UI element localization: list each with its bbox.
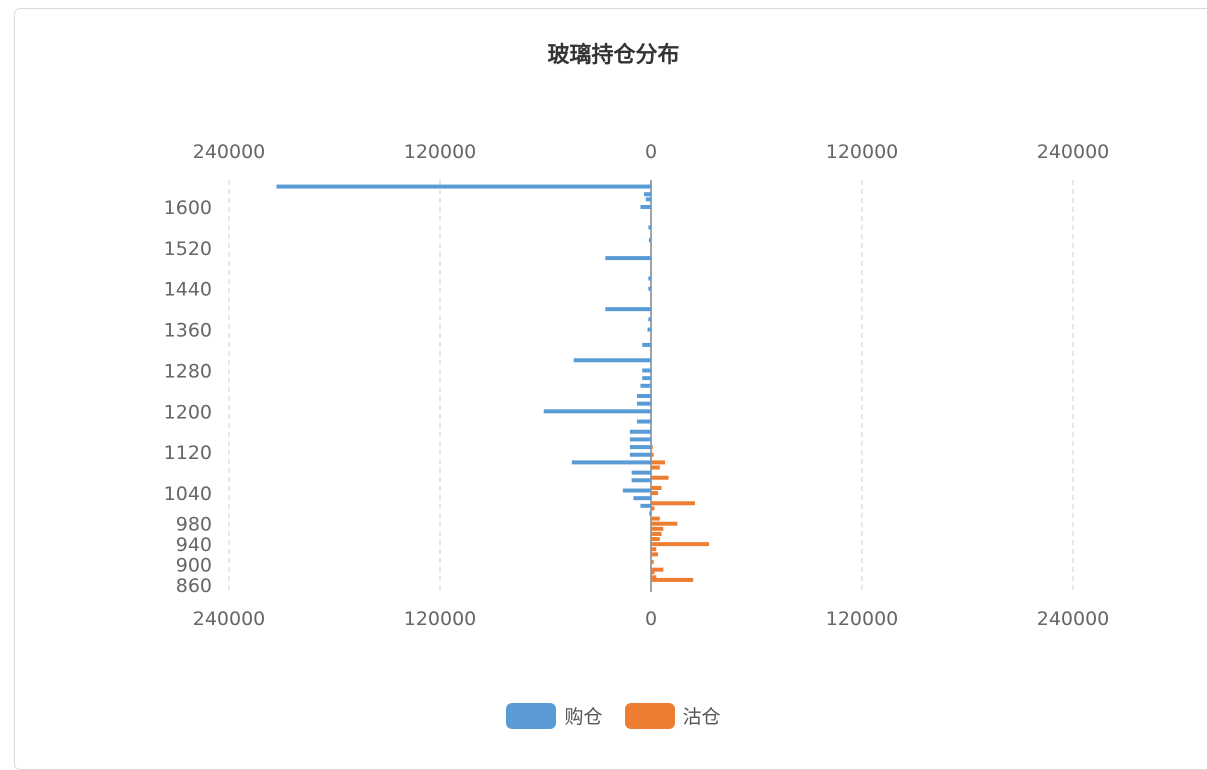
bar-buy (631, 470, 651, 475)
bar-buy (622, 488, 651, 493)
legend-swatch-sell (624, 702, 675, 729)
bar-buy (543, 409, 651, 414)
y-tick-label: 1280 (164, 360, 212, 382)
bar-sell (651, 475, 669, 480)
bar-sell (651, 577, 694, 582)
bar-sell (651, 552, 659, 557)
bar-sell (651, 501, 695, 506)
x-tick-label-bottom: 120000 (404, 608, 477, 630)
bar-buy (573, 358, 651, 363)
bar-sell (651, 465, 660, 470)
legend-item-sell[interactable]: 沽仓 (624, 702, 721, 729)
y-tick-label: 980 (176, 514, 212, 536)
bar-buy (647, 327, 651, 332)
bar-buy (571, 460, 651, 465)
y-tick-label: 1520 (164, 238, 212, 260)
bar-sell (651, 506, 655, 511)
bar-buy (648, 276, 651, 281)
bar-buy (648, 317, 651, 322)
bar-sell (651, 516, 660, 521)
bar-sell (651, 567, 664, 572)
bar-buy (629, 429, 651, 434)
x-tick-label-bottom: 120000 (826, 608, 899, 630)
bar-sell (651, 560, 654, 565)
legend-label-sell: 沽仓 (682, 706, 721, 728)
chart-svg: 240000 240000 120000 120000 0 0 120000 120000 24… (164, 141, 1110, 630)
bar-sell (651, 537, 660, 542)
legend: 购仓 沽仓 (0, 702, 1207, 729)
bar-buy (648, 286, 651, 291)
bar-buy (642, 376, 651, 381)
bar-buy (643, 192, 651, 197)
y-tick-label: 900 (176, 555, 212, 577)
bar-buy (605, 307, 651, 312)
bar-buy (636, 419, 651, 424)
legend-label-buy: 购仓 (564, 706, 603, 728)
bar-buy (640, 205, 651, 209)
bar-buy (631, 478, 651, 483)
bar-sell (651, 491, 659, 496)
bar-sell (651, 485, 662, 490)
bar-buy (642, 368, 651, 373)
bar-sell (651, 445, 653, 450)
bar-sell (651, 547, 657, 552)
bar-buy (276, 184, 651, 189)
bar-sell (651, 526, 664, 531)
bar-sell (651, 521, 678, 526)
bar-buy (640, 503, 651, 508)
bar-buy (648, 225, 651, 230)
y-tick-label: 1040 (164, 483, 212, 505)
bar-buy (645, 197, 651, 202)
bar-buy (629, 445, 651, 450)
bar-buy (636, 401, 651, 406)
y-tick-label: 940 (176, 534, 212, 556)
y-tick-label: 1440 (164, 279, 212, 301)
x-tick-label-bottom: 0 (645, 608, 657, 630)
x-tick-label-bottom: 240000 (193, 608, 266, 630)
x-tick-label-bottom: 240000 (1037, 608, 1110, 630)
y-tick-label: 1600 (164, 197, 212, 219)
x-tick-label-top: 120000 (404, 141, 477, 163)
bar-buy (629, 452, 651, 457)
chart-card (14, 8, 1207, 770)
y-tick-label: 1200 (164, 401, 212, 423)
bar-sell (651, 570, 655, 575)
bar-sell (651, 452, 654, 457)
chart-title: 玻璃持仓分布 (547, 43, 680, 68)
y-tick-label: 860 (176, 575, 212, 597)
bar-sell (651, 542, 710, 547)
bar-buy (636, 394, 651, 398)
x-tick-label-top: 0 (645, 141, 657, 163)
bar-buy (633, 496, 651, 501)
y-tick-label: 1360 (164, 320, 212, 342)
bar-buy (629, 437, 651, 442)
bar-buy (648, 238, 651, 243)
bar-buy (649, 511, 651, 516)
x-tick-label-top: 240000 (193, 141, 266, 163)
legend-swatch-buy (506, 702, 557, 729)
bar-buy (640, 383, 651, 388)
bar-sell (651, 575, 657, 580)
bar-buy (605, 256, 651, 261)
x-tick-label-top: 240000 (1037, 141, 1110, 163)
x-tick-label-top: 120000 (826, 141, 899, 163)
legend-item-buy[interactable]: 购仓 (506, 702, 603, 729)
y-tick-label: 1120 (164, 442, 212, 464)
bar-buy (642, 342, 651, 347)
bar-sell (651, 460, 666, 465)
bar-sell (651, 531, 662, 536)
